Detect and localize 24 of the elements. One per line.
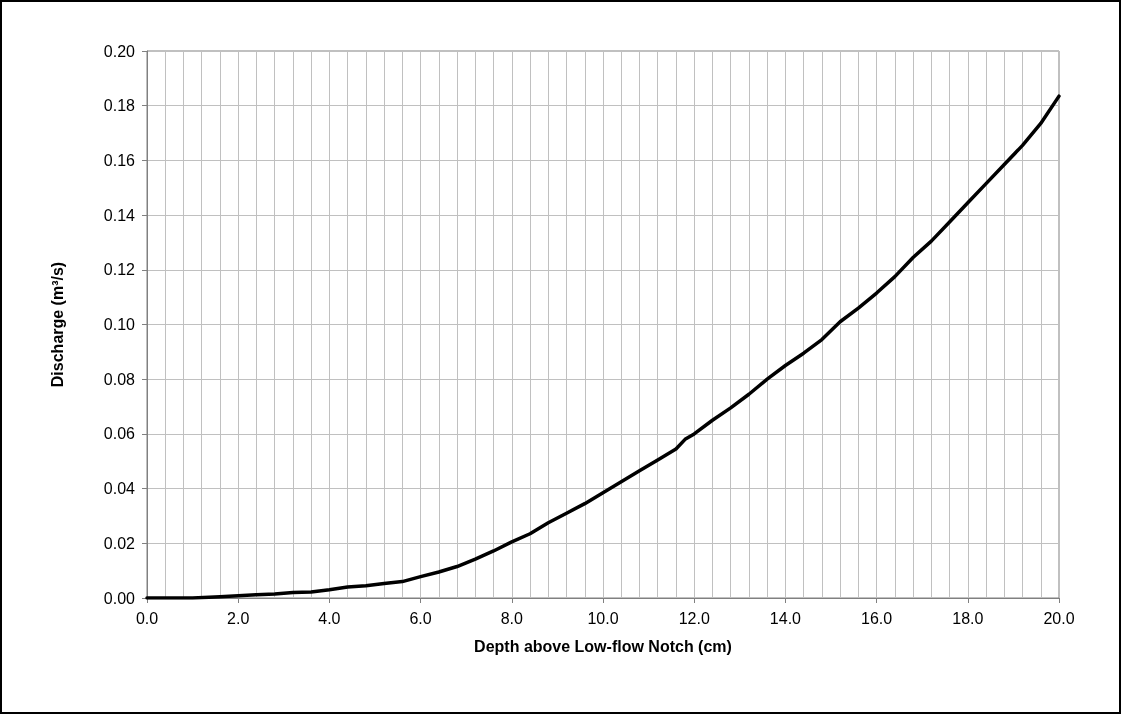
x-tick-label: 6.0 xyxy=(409,609,432,627)
x-axis-title: Depth above Low-flow Notch (cm) xyxy=(474,637,732,655)
y-tick-label: 0.14 xyxy=(103,206,136,224)
x-tick-label: 2.0 xyxy=(227,609,250,627)
y-tick-label: 0.18 xyxy=(103,97,136,115)
y-axis-title: Discharge (m³/s) xyxy=(48,261,66,388)
x-tick-label: 10.0 xyxy=(587,609,619,627)
x-tick-label: 14.0 xyxy=(769,609,802,627)
y-tick-label: 0.06 xyxy=(103,425,136,443)
y-tick-label: 0.16 xyxy=(103,151,136,169)
y-tick-label: 0.04 xyxy=(103,480,136,498)
x-tick-label: 16.0 xyxy=(861,609,893,627)
y-tick-label: 0.02 xyxy=(103,534,136,552)
x-tick-label: 8.0 xyxy=(500,609,524,627)
y-tick-label: 0.00 xyxy=(103,589,136,607)
x-tick-label: 12.0 xyxy=(678,609,710,627)
y-tick-label: 0.12 xyxy=(103,261,136,279)
y-tick-label: 0.20 xyxy=(103,42,136,60)
x-tick-label: 4.0 xyxy=(318,609,341,627)
x-tick-label: 20.0 xyxy=(1043,609,1075,627)
y-tick-label: 0.10 xyxy=(103,316,136,333)
x-tick-label: 0.0 xyxy=(135,609,159,627)
x-tick-label: 18.0 xyxy=(952,609,984,627)
y-tick-label: 0.08 xyxy=(103,370,136,388)
